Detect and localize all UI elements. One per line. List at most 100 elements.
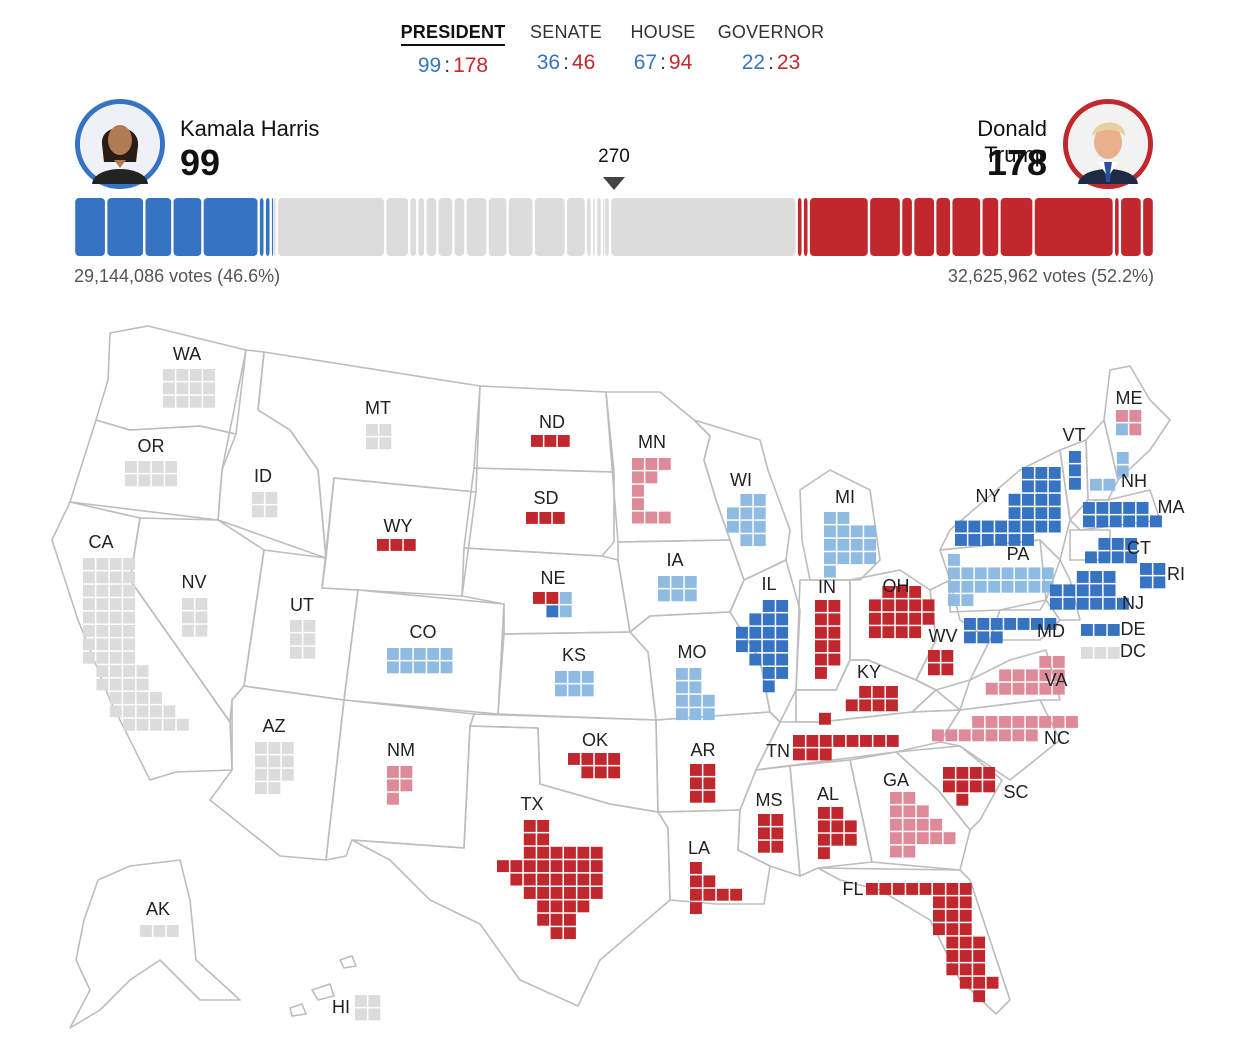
ev-cell-sd bbox=[526, 512, 538, 524]
state-label-nh[interactable]: NH bbox=[1121, 471, 1147, 491]
ev-cell-ca bbox=[176, 718, 189, 731]
electoral-vote-bar bbox=[75, 198, 1153, 256]
ev-cell-tx bbox=[577, 860, 590, 873]
state-label-nj[interactable]: NJ bbox=[1122, 593, 1144, 613]
state-label-az[interactable]: AZ bbox=[262, 716, 285, 736]
state-label-ia[interactable]: IA bbox=[666, 550, 683, 570]
ev-cell-mn bbox=[645, 458, 658, 470]
ev-cell-mt bbox=[379, 437, 392, 450]
ev-cell-tx bbox=[550, 860, 563, 873]
ev-cell-pa bbox=[1015, 580, 1027, 593]
ev-cell-ga bbox=[916, 818, 929, 831]
state-label-in[interactable]: IN bbox=[818, 577, 836, 597]
ev-cell-pa bbox=[948, 567, 960, 580]
state-label-mt[interactable]: MT bbox=[365, 398, 391, 418]
state-label-sc[interactable]: SC bbox=[1003, 782, 1028, 802]
state-label-ca[interactable]: CA bbox=[88, 532, 113, 552]
state-label-nd[interactable]: ND bbox=[539, 412, 565, 432]
state-label-ma[interactable]: MA bbox=[1158, 497, 1185, 517]
state-label-wa[interactable]: WA bbox=[173, 344, 201, 364]
ev-cell-ca bbox=[136, 692, 149, 704]
state-label-mo[interactable]: MO bbox=[678, 642, 707, 662]
ev-cell-in bbox=[815, 600, 827, 612]
state-label-ga[interactable]: GA bbox=[883, 770, 909, 790]
state-label-va[interactable]: VA bbox=[1045, 670, 1068, 690]
ev-cell-ky bbox=[886, 699, 898, 712]
state-label-ri[interactable]: RI bbox=[1167, 564, 1185, 584]
ev-cell-mi bbox=[824, 525, 836, 538]
ev-cell-al bbox=[818, 807, 830, 819]
ev-cell-ca bbox=[123, 678, 136, 691]
ev-cell-ca bbox=[163, 718, 176, 731]
state-label-il[interactable]: IL bbox=[761, 574, 776, 594]
state-label-ut[interactable]: UT bbox=[290, 595, 314, 615]
state-label-ar[interactable]: AR bbox=[690, 740, 715, 760]
tab-governor[interactable]: GOVERNOR 22:23 bbox=[716, 22, 826, 75]
state-label-or[interactable]: OR bbox=[138, 436, 165, 456]
ev-cell-me bbox=[1129, 423, 1142, 436]
state-label-wy[interactable]: WY bbox=[384, 516, 413, 536]
ev-cell-mi bbox=[837, 538, 850, 551]
ev-cell-mn bbox=[645, 511, 658, 524]
state-label-pa[interactable]: PA bbox=[1007, 544, 1030, 564]
ev-cell-mt bbox=[366, 437, 378, 450]
state-label-ks[interactable]: KS bbox=[562, 645, 586, 665]
ev-cell-wi bbox=[727, 507, 739, 520]
state-label-vt[interactable]: VT bbox=[1062, 425, 1085, 445]
state-label-co[interactable]: CO bbox=[410, 622, 437, 642]
state-label-nm[interactable]: NM bbox=[387, 740, 415, 760]
state-label-ak[interactable]: AK bbox=[146, 899, 170, 919]
state-label-mn[interactable]: MN bbox=[638, 432, 666, 452]
ev-cell-il bbox=[776, 626, 789, 639]
ev-cell-nc bbox=[932, 729, 944, 742]
rep-bar-segment bbox=[1121, 198, 1141, 256]
state-label-fl[interactable]: FL bbox=[842, 879, 863, 899]
state-label-nc[interactable]: NC bbox=[1044, 728, 1070, 748]
tab-senate[interactable]: SENATE 36:46 bbox=[511, 22, 621, 75]
state-label-wi[interactable]: WI bbox=[730, 470, 752, 490]
ev-cell-il bbox=[776, 640, 789, 653]
state-label-de[interactable]: DE bbox=[1120, 619, 1145, 639]
uncalled-bar-segment bbox=[603, 198, 605, 256]
ev-cell-ne bbox=[546, 592, 559, 604]
ev-cell-fl bbox=[973, 950, 986, 962]
state-label-ky[interactable]: KY bbox=[857, 662, 881, 682]
ev-cell-tx bbox=[550, 913, 563, 926]
state-label-hi[interactable]: HI bbox=[332, 997, 350, 1017]
state-label-al[interactable]: AL bbox=[817, 784, 839, 804]
ev-cell-ga bbox=[890, 805, 902, 818]
state-label-oh[interactable]: OH bbox=[883, 576, 910, 596]
tab-house[interactable]: HOUSE 67:94 bbox=[608, 22, 718, 75]
ev-cell-oh bbox=[909, 599, 922, 612]
state-label-me[interactable]: ME bbox=[1116, 388, 1143, 408]
state-label-tn[interactable]: TN bbox=[766, 741, 790, 761]
tab-president[interactable]: PRESIDENT 99:178 bbox=[398, 22, 508, 78]
ev-cell-nc bbox=[999, 729, 1011, 742]
ev-cell-fl bbox=[946, 896, 959, 909]
state-label-id[interactable]: ID bbox=[254, 466, 272, 486]
state-label-ct[interactable]: CT bbox=[1127, 538, 1151, 558]
state-label-wv[interactable]: WV bbox=[929, 626, 958, 646]
ev-cell-co bbox=[400, 648, 413, 660]
ev-cell-oh bbox=[895, 612, 908, 625]
ev-cell-ny bbox=[1035, 520, 1048, 533]
state-label-ms[interactable]: MS bbox=[756, 790, 783, 810]
state-label-ne[interactable]: NE bbox=[540, 568, 565, 588]
ev-cell-ca bbox=[83, 571, 95, 584]
state-label-nv[interactable]: NV bbox=[181, 572, 206, 592]
ev-cell-ok bbox=[594, 753, 607, 765]
state-label-md[interactable]: MD bbox=[1037, 621, 1065, 641]
ev-cell-ca bbox=[150, 692, 162, 704]
ev-cell-tx bbox=[550, 887, 563, 899]
state-label-dc[interactable]: DC bbox=[1120, 641, 1146, 661]
state-label-mi[interactable]: MI bbox=[835, 487, 855, 507]
state-label-sd[interactable]: SD bbox=[533, 488, 558, 508]
ev-cell-ut bbox=[303, 646, 316, 659]
state-label-ny[interactable]: NY bbox=[975, 486, 1000, 506]
state-label-ok[interactable]: OK bbox=[582, 730, 608, 750]
state-label-la[interactable]: LA bbox=[688, 838, 710, 858]
ev-cell-ok bbox=[581, 766, 594, 779]
state-label-tx[interactable]: TX bbox=[520, 794, 543, 814]
ev-cell-tx bbox=[590, 887, 603, 899]
ev-cell-ny bbox=[981, 520, 994, 533]
